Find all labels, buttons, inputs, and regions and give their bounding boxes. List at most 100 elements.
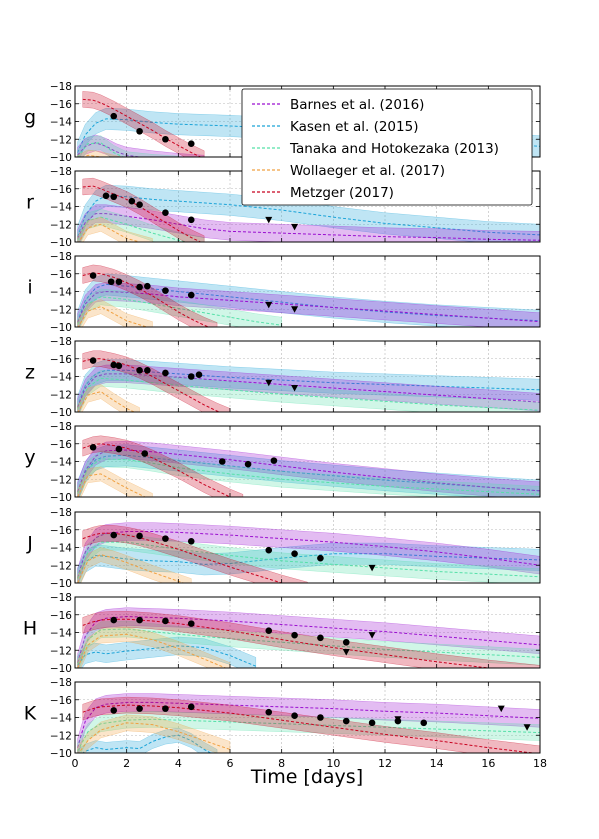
y-tick-label: −18 [50, 251, 72, 263]
model-line-wollaeger [77, 554, 186, 583]
detection-point [291, 712, 298, 720]
model-band-tanaka [77, 135, 179, 157]
detection-point [342, 638, 350, 646]
model-band-metzger [82, 525, 308, 583]
x-tick-label: 18 [533, 757, 547, 770]
y-tick-label: −18 [50, 592, 72, 604]
y-tick-label: −18 [50, 336, 72, 348]
detection-point [187, 373, 195, 380]
model-line-kasen [77, 118, 540, 153]
y-tick-label: −10 [50, 578, 72, 590]
y-tick-label: −12 [50, 730, 72, 742]
x-tick-label: 4 [175, 757, 182, 770]
detection-point [128, 197, 136, 205]
model-band-tanaka [77, 370, 540, 412]
model-line-metzger [82, 443, 232, 497]
model-band-kasen [77, 273, 540, 327]
y-tick-label: −14 [50, 117, 72, 129]
model-line-kasen [81, 734, 212, 753]
detection-point [291, 550, 298, 558]
y-tick-label: −10 [50, 322, 72, 334]
upper-limit-marker [368, 564, 376, 572]
panel-z: −10 −12 −14 −16 −18 z [25, 336, 541, 419]
grid [75, 341, 540, 412]
x-tick-label: 8 [278, 757, 285, 770]
detection-point [144, 282, 151, 290]
detection-point [244, 460, 252, 468]
legend-entry: Metzger (2017) [290, 185, 394, 201]
model-band-barnes [77, 134, 205, 157]
detection-point [162, 135, 169, 143]
detection-point [265, 627, 273, 635]
model-line-metzger [82, 704, 537, 753]
y-tick-label: −12 [50, 474, 72, 486]
y-tick-label: −10 [50, 748, 72, 760]
model-line-kasen [77, 454, 540, 492]
detection-point [162, 287, 169, 294]
model-line-barnes [77, 142, 144, 157]
upper-limit-marker [291, 306, 299, 313]
detection-point [162, 617, 169, 625]
grid [75, 682, 540, 753]
x-tick-label: 14 [430, 757, 444, 770]
y-tick-label: −18 [50, 166, 72, 178]
y-tick-label: −16 [50, 269, 72, 281]
detection-point [187, 537, 195, 545]
y-tick-label: −16 [50, 439, 72, 451]
y-tick-label: −10 [50, 492, 72, 504]
y-tick-label: −10 [50, 663, 72, 675]
upper-limit-marker [291, 223, 299, 231]
band-label: i [27, 277, 32, 299]
y-tick-label: −14 [50, 713, 72, 725]
upper-limit-marker [342, 649, 350, 656]
model-line-tanaka [77, 541, 540, 579]
detection-point [115, 445, 123, 453]
model-line-kasen [77, 195, 540, 237]
y-tick-label: −18 [50, 677, 72, 689]
model-line-kasen [77, 553, 540, 579]
model-band-barnes [77, 522, 540, 583]
model-line-tanaka [77, 628, 540, 665]
y-tick-label: −10 [50, 237, 72, 249]
legend: Barnes et al. (2016) Kasen et al. (2015) T… [241, 88, 533, 206]
x-tick-label: 12 [378, 757, 392, 770]
grid [75, 426, 540, 497]
y-tick-label: −10 [50, 152, 72, 164]
model-band-tanaka [77, 533, 540, 583]
model-band-barnes [77, 204, 540, 242]
x-tick-label: 2 [123, 757, 130, 770]
upper-limit-marker [265, 216, 273, 224]
detection-point [136, 366, 143, 374]
model-line-barnes [77, 213, 540, 241]
model-line-kasen [77, 283, 540, 322]
band-label: z [25, 362, 35, 384]
y-tick-label: −12 [50, 304, 72, 316]
band-label: g [24, 107, 36, 129]
model-band-tanaka [77, 288, 282, 327]
detection-point [195, 371, 203, 379]
detection-point [162, 209, 169, 217]
model-line-tanaka [77, 718, 540, 752]
upper-limit-marker [368, 632, 376, 639]
y-tick-label: −12 [50, 645, 72, 657]
model-band-wollaeger [77, 547, 192, 583]
detection-point [420, 719, 428, 727]
detection-point [136, 283, 143, 291]
y-tick-label: −10 [50, 407, 72, 419]
model-band-tanaka [77, 208, 205, 242]
panel-i: −10 −12 −14 −16 −18 i [27, 251, 541, 334]
detection-point [110, 193, 118, 201]
detection-point [110, 361, 118, 369]
model-line-barnes [77, 449, 540, 492]
y-tick-label: −16 [50, 695, 72, 707]
legend-entry: Tanaka and Hotokezaka (2013) [289, 141, 499, 157]
model-band-metzger [82, 610, 540, 668]
grid [75, 597, 540, 668]
model-band-kasen [77, 636, 257, 668]
model-line-wollaeger [78, 722, 231, 753]
upper-limit-marker [265, 301, 273, 309]
grid [75, 512, 540, 583]
detection-point [291, 631, 298, 639]
band-label: K [24, 703, 37, 725]
model-band-wollaeger [77, 216, 153, 242]
